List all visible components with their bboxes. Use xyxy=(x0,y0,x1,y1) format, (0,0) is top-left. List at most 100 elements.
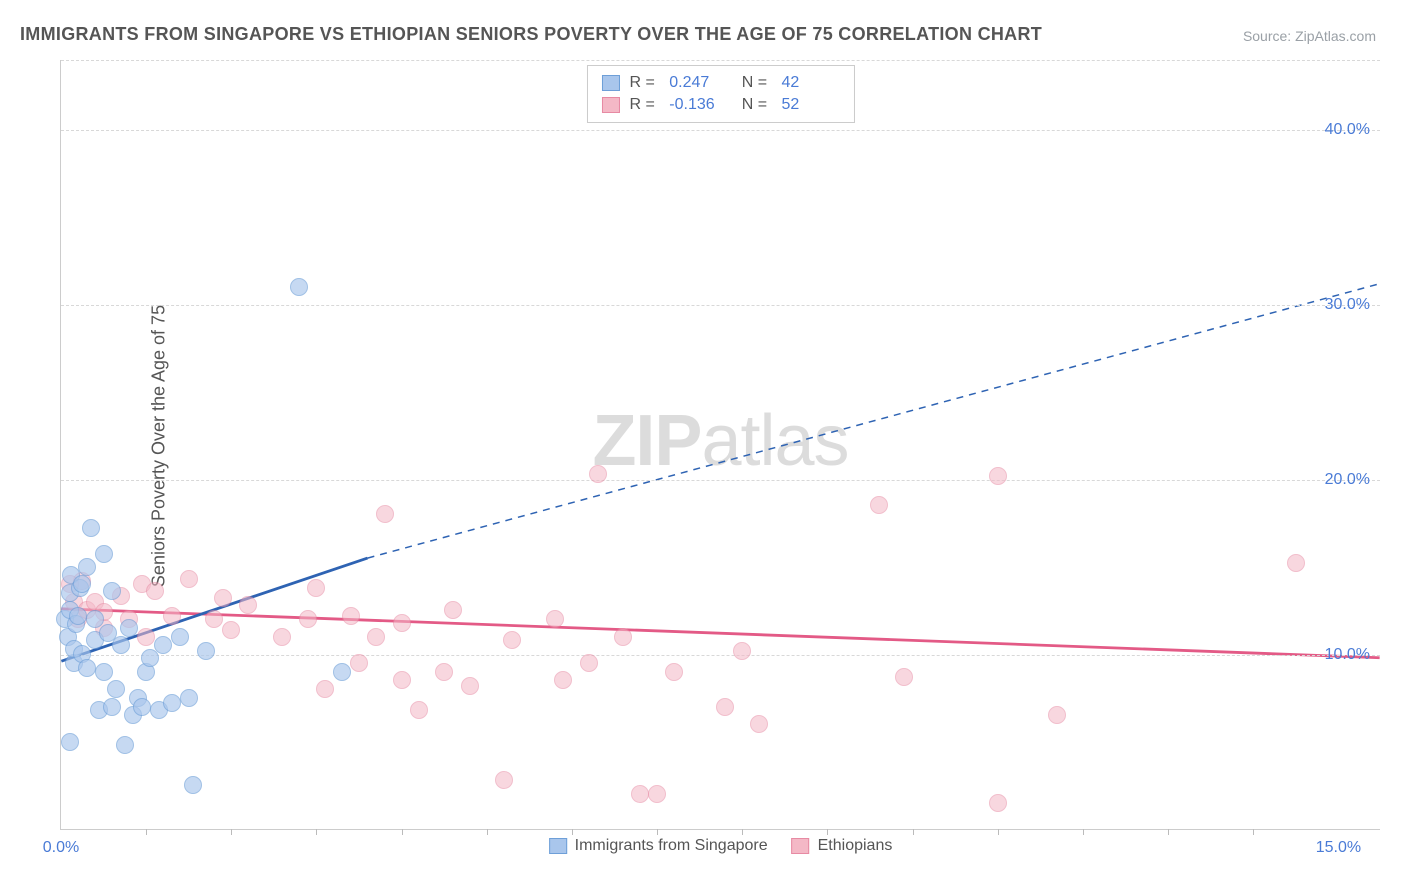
scatter-point-b xyxy=(648,785,666,803)
scatter-point-b xyxy=(1287,554,1305,572)
scatter-point-b xyxy=(163,607,181,625)
scatter-point-b xyxy=(350,654,368,672)
scatter-point-b xyxy=(435,663,453,681)
legend-swatch xyxy=(601,97,619,113)
y-tick-label: 30.0% xyxy=(1325,296,1370,314)
x-tick-label: 0.0% xyxy=(43,839,79,857)
legend-row: R = -0.136 N = 52 xyxy=(601,94,839,116)
correlation-legend: R = 0.247 N = 42R = -0.136 N = 52 xyxy=(586,65,854,123)
scatter-point-a xyxy=(290,278,308,296)
scatter-point-a xyxy=(95,545,113,563)
scatter-point-b xyxy=(222,621,240,639)
y-tick-label: 20.0% xyxy=(1325,471,1370,489)
source-attribution: Source: ZipAtlas.com xyxy=(1243,28,1376,44)
scatter-point-a xyxy=(154,636,172,654)
series-legend-item: Immigrants from Singapore xyxy=(549,837,768,855)
scatter-point-a xyxy=(163,694,181,712)
x-minor-tick xyxy=(913,829,914,835)
scatter-point-b xyxy=(342,607,360,625)
scatter-point-b xyxy=(546,610,564,628)
scatter-point-b xyxy=(870,496,888,514)
scatter-point-b xyxy=(750,715,768,733)
series-legend-label: Ethiopians xyxy=(818,837,893,854)
scatter-point-b xyxy=(461,677,479,695)
x-minor-tick xyxy=(742,829,743,835)
scatter-point-b xyxy=(307,579,325,597)
scatter-point-b xyxy=(367,628,385,646)
trend-line-dashed xyxy=(368,284,1380,558)
x-minor-tick xyxy=(231,829,232,835)
scatter-point-a xyxy=(116,736,134,754)
legend-swatch xyxy=(792,838,810,854)
scatter-point-a xyxy=(333,663,351,681)
x-minor-tick xyxy=(402,829,403,835)
scatter-point-b xyxy=(214,589,232,607)
scatter-point-b xyxy=(631,785,649,803)
legend-swatch xyxy=(549,838,567,854)
legend-r-value: -0.136 xyxy=(669,94,727,116)
scatter-point-a xyxy=(78,659,96,677)
series-legend-label: Immigrants from Singapore xyxy=(575,837,768,854)
scatter-point-b xyxy=(554,671,572,689)
scatter-point-b xyxy=(393,671,411,689)
x-minor-tick xyxy=(657,829,658,835)
scatter-point-b xyxy=(180,570,198,588)
x-minor-tick xyxy=(998,829,999,835)
scatter-point-b xyxy=(137,628,155,646)
scatter-point-a xyxy=(107,680,125,698)
y-tick-label: 10.0% xyxy=(1325,646,1370,664)
scatter-point-b xyxy=(895,668,913,686)
scatter-point-b xyxy=(239,596,257,614)
scatter-point-a xyxy=(95,663,113,681)
scatter-point-b xyxy=(733,642,751,660)
legend-n-label: N = xyxy=(737,72,771,94)
scatter-point-a xyxy=(180,689,198,707)
scatter-point-b xyxy=(393,614,411,632)
scatter-point-a xyxy=(133,698,151,716)
chart-title: IMMIGRANTS FROM SINGAPORE VS ETHIOPIAN S… xyxy=(20,24,1042,45)
x-minor-tick xyxy=(1168,829,1169,835)
scatter-point-a xyxy=(197,642,215,660)
scatter-point-b xyxy=(410,701,428,719)
y-tick-label: 40.0% xyxy=(1325,121,1370,139)
legend-r-label: R = xyxy=(629,94,659,116)
scatter-point-a xyxy=(78,558,96,576)
scatter-point-a xyxy=(103,698,121,716)
scatter-point-a xyxy=(120,619,138,637)
scatter-point-b xyxy=(989,467,1007,485)
scatter-point-a xyxy=(171,628,189,646)
scatter-point-b xyxy=(614,628,632,646)
scatter-point-b xyxy=(205,610,223,628)
legend-r-label: R = xyxy=(629,72,659,94)
scatter-point-a xyxy=(73,575,91,593)
legend-n-value: 42 xyxy=(782,72,840,94)
legend-row: R = 0.247 N = 42 xyxy=(601,72,839,94)
scatter-point-b xyxy=(580,654,598,672)
series-legend: Immigrants from Singapore Ethiopians xyxy=(549,837,893,855)
gridline xyxy=(61,130,1380,131)
scatter-point-b xyxy=(716,698,734,716)
scatter-point-a xyxy=(184,776,202,794)
x-minor-tick xyxy=(146,829,147,835)
scatter-point-b xyxy=(376,505,394,523)
scatter-point-a xyxy=(69,607,87,625)
x-minor-tick xyxy=(316,829,317,835)
scatter-point-b xyxy=(989,794,1007,812)
trend-line xyxy=(61,609,1379,658)
x-minor-tick xyxy=(487,829,488,835)
scatter-point-b xyxy=(299,610,317,628)
x-tick-label: 15.0% xyxy=(1316,839,1361,857)
x-minor-tick xyxy=(1083,829,1084,835)
legend-n-label: N = xyxy=(737,94,771,116)
scatter-point-a xyxy=(61,733,79,751)
scatter-point-b xyxy=(503,631,521,649)
gridline xyxy=(61,60,1380,61)
scatter-point-b xyxy=(665,663,683,681)
scatter-point-a xyxy=(112,636,130,654)
series-legend-item: Ethiopians xyxy=(792,837,893,855)
x-minor-tick xyxy=(827,829,828,835)
scatter-point-b xyxy=(589,465,607,483)
scatter-point-b xyxy=(1048,706,1066,724)
scatter-point-b xyxy=(146,582,164,600)
scatter-point-b xyxy=(316,680,334,698)
